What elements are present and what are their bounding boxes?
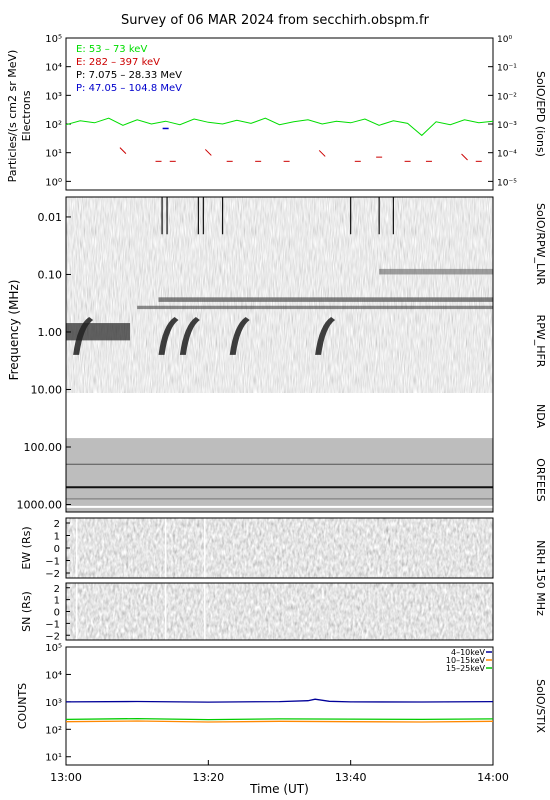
stix-tick-label: 10³ (45, 698, 62, 709)
time-tick-label: 13:00 (50, 771, 82, 784)
epd-legend-entry: P: 47.05 – 104.8 MeV (76, 83, 182, 94)
nrh-sn-tick-label: −1 (45, 619, 60, 630)
epd-left-tick-label: 10² (45, 120, 62, 131)
nrh-ew-tick-label: 2 (54, 519, 60, 530)
epd-right-tick-label: 10⁻¹ (497, 64, 517, 74)
spectrum-right-label: NDA (534, 404, 547, 429)
nrh-sn-tick-label: −2 (45, 631, 60, 642)
epd-e282-point (318, 150, 326, 157)
epd-e282-point (119, 147, 127, 154)
type-iii-burst (315, 317, 336, 355)
nrh-ew-tick-label: −1 (45, 557, 60, 568)
freq-tick-label: 0.01 (38, 211, 63, 224)
epd-left-tick-label: 10⁰ (45, 177, 62, 188)
stix-plot-frame (65, 646, 494, 766)
epd-left-axis-label-2: Electrons (20, 90, 33, 141)
nrh-ew-tick-label: 1 (54, 532, 60, 543)
nrh-ew-noise (66, 518, 493, 578)
nrh-sn-axis-label: SN (Rs) (20, 591, 33, 632)
epd-right-tick-label: 10⁻⁴ (497, 150, 517, 160)
nrh-ew-tick-label: 0 (54, 544, 60, 555)
spectrum-frame (65, 196, 494, 513)
nda-blank-band (66, 392, 493, 439)
epd-right-tick-label: 10⁻³ (497, 121, 517, 131)
stix-series-line (65, 698, 494, 703)
stix-axis-label: COUNTS (16, 683, 29, 729)
epd-e53-line (65, 117, 494, 137)
type-iii-burst (229, 317, 250, 355)
time-tick-label: 14:00 (477, 771, 509, 784)
stix-series-line (65, 717, 494, 721)
nrh-right-label: NRH 150 MHz (534, 540, 547, 616)
stix-tick-label: 10⁵ (45, 643, 62, 654)
epd-legend-entry: P: 7.075 – 28.33 MeV (76, 70, 182, 81)
time-tick-label: 13:40 (335, 771, 367, 784)
spectrum-right-label: ORFEES (534, 458, 547, 502)
orfees-band (66, 438, 493, 512)
time-axis-label: Time (UT) (249, 782, 309, 796)
stix-tick-label: 10² (45, 725, 62, 736)
stix-legend-label: 10–15keV (446, 656, 486, 665)
stix-series-line (65, 720, 494, 723)
stix-tick-label: 10⁴ (45, 670, 62, 681)
nrh-ew-axis-label: EW (Rs) (20, 526, 33, 569)
nrh-sn-noise (66, 583, 493, 640)
epd-plot-frame (65, 37, 494, 191)
epd-right-tick-label: 10⁰ (497, 35, 512, 45)
nrh-ew-tick-label: −2 (45, 569, 60, 580)
stix-legend-label: 4–10keV (451, 648, 486, 657)
nrh-sn-tick-label: 0 (54, 608, 60, 619)
chart-title: Survey of 06 MAR 2024 from secchirh.obsp… (121, 13, 430, 28)
freq-tick-label: 10.00 (31, 383, 63, 396)
epd-left-tick-label: 10¹ (45, 149, 62, 160)
spectrum-right-label: SoIO/RPW_LNR (534, 203, 547, 285)
stix-right-label: SoIO/STIX (534, 679, 547, 733)
freq-axis-label: Frequency (MHz) (7, 280, 21, 381)
epd-e282-point (461, 153, 468, 161)
freq-tick-label: 1000.00 (17, 499, 63, 512)
type-iii-burst (158, 317, 179, 355)
freq-tick-label: 1.00 (38, 326, 63, 339)
time-tick-label: 13:20 (192, 771, 224, 784)
freq-tick-label: 100.00 (24, 441, 63, 454)
type-iii-burst (179, 317, 200, 355)
epd-left-tick-label: 10³ (45, 91, 62, 102)
epd-right-tick-label: 10⁻² (497, 92, 517, 102)
lnr-emission-lane (137, 305, 493, 310)
lnr-emission-lane (379, 268, 493, 275)
nrh-sn-tick-label: 1 (54, 596, 60, 607)
epd-left-tick-label: 10⁴ (45, 63, 62, 74)
epd-legend-entry: E: 53 – 73 keV (76, 44, 147, 55)
epd-legend-entry: E: 282 – 397 keV (76, 57, 160, 68)
epd-right-panel-label: SoIO/EPD (ions) (534, 71, 547, 157)
stix-legend-label: 15–25keV (446, 664, 486, 673)
epd-right-tick-label: 10⁻⁵ (497, 178, 517, 188)
hfr-emission-patch (66, 323, 131, 341)
spectrum-noise (66, 197, 493, 393)
epd-left-axis-label: Particles/(s cm2 sr MeV) (6, 50, 19, 183)
epd-left-tick-label: 10⁵ (45, 34, 62, 45)
freq-tick-label: 0.10 (38, 268, 63, 281)
stix-tick-label: 10¹ (45, 753, 62, 764)
epd-e282-point (204, 149, 212, 156)
spectrum-right-label: RPW_HFR (534, 315, 547, 368)
nrh-sn-tick-label: 2 (54, 584, 60, 595)
lnr-emission-lane (158, 297, 493, 302)
